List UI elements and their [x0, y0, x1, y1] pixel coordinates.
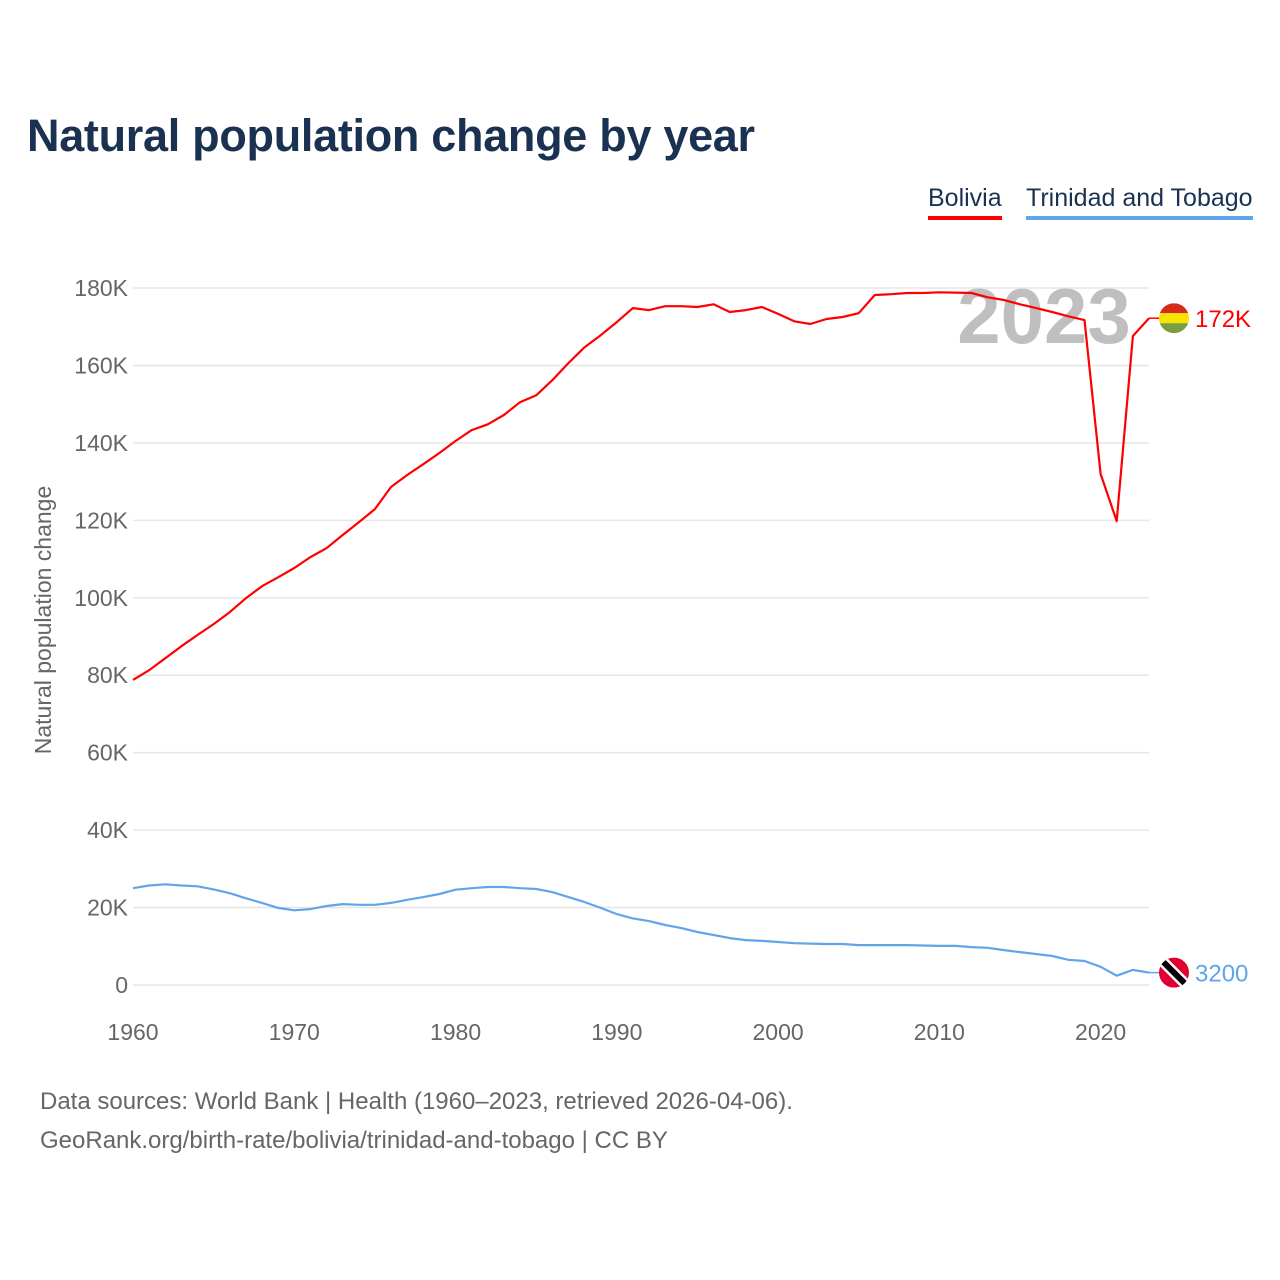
- y-tick-label: 160K: [74, 352, 128, 378]
- y-tick-label: 40K: [87, 817, 129, 843]
- x-tick-label: 2020: [1075, 1019, 1126, 1045]
- series-line-bolivia[interactable]: [132, 291, 1150, 681]
- y-axis-label: Natural population change: [30, 486, 56, 755]
- end-value-label: 3200: [1195, 961, 1248, 988]
- x-tick-label: 2000: [752, 1019, 803, 1045]
- y-tick-label: 180K: [74, 275, 128, 301]
- footer-link[interactable]: GeoRank.org/birth-rate/bolivia/trinidad-…: [40, 1127, 668, 1154]
- y-tick-label: 100K: [74, 585, 128, 611]
- footer-sources: Data sources: World Bank | Health (1960–…: [40, 1088, 793, 1115]
- x-tick-label: 1980: [430, 1019, 481, 1045]
- x-tick-label: 1960: [107, 1019, 158, 1045]
- y-tick-label: 80K: [87, 662, 129, 688]
- y-tick-label: 20K: [87, 895, 129, 921]
- chart-title: Natural population change by year: [27, 110, 755, 161]
- legend-item-bolivia[interactable]: Bolivia: [928, 184, 1002, 220]
- legend-item-trinidad-and-tobago[interactable]: Trinidad and Tobago: [1026, 184, 1253, 220]
- y-tick-label: 120K: [74, 507, 128, 533]
- x-tick-label: 2010: [914, 1019, 965, 1045]
- end-value-label: 172K: [1195, 306, 1251, 333]
- x-tick-label: 1970: [269, 1019, 320, 1045]
- y-tick-label: 140K: [74, 430, 128, 456]
- y-tick-label: 0: [115, 972, 128, 998]
- series-line-trinidad-and-tobago[interactable]: [132, 883, 1150, 977]
- bolivia-flag-icon: [1159, 303, 1189, 334]
- year-watermark: 2023: [957, 272, 1131, 360]
- y-tick-label: 60K: [87, 740, 129, 766]
- trinidad-and-tobago-flag-icon: [1159, 957, 1189, 988]
- x-tick-label: 1990: [591, 1019, 642, 1045]
